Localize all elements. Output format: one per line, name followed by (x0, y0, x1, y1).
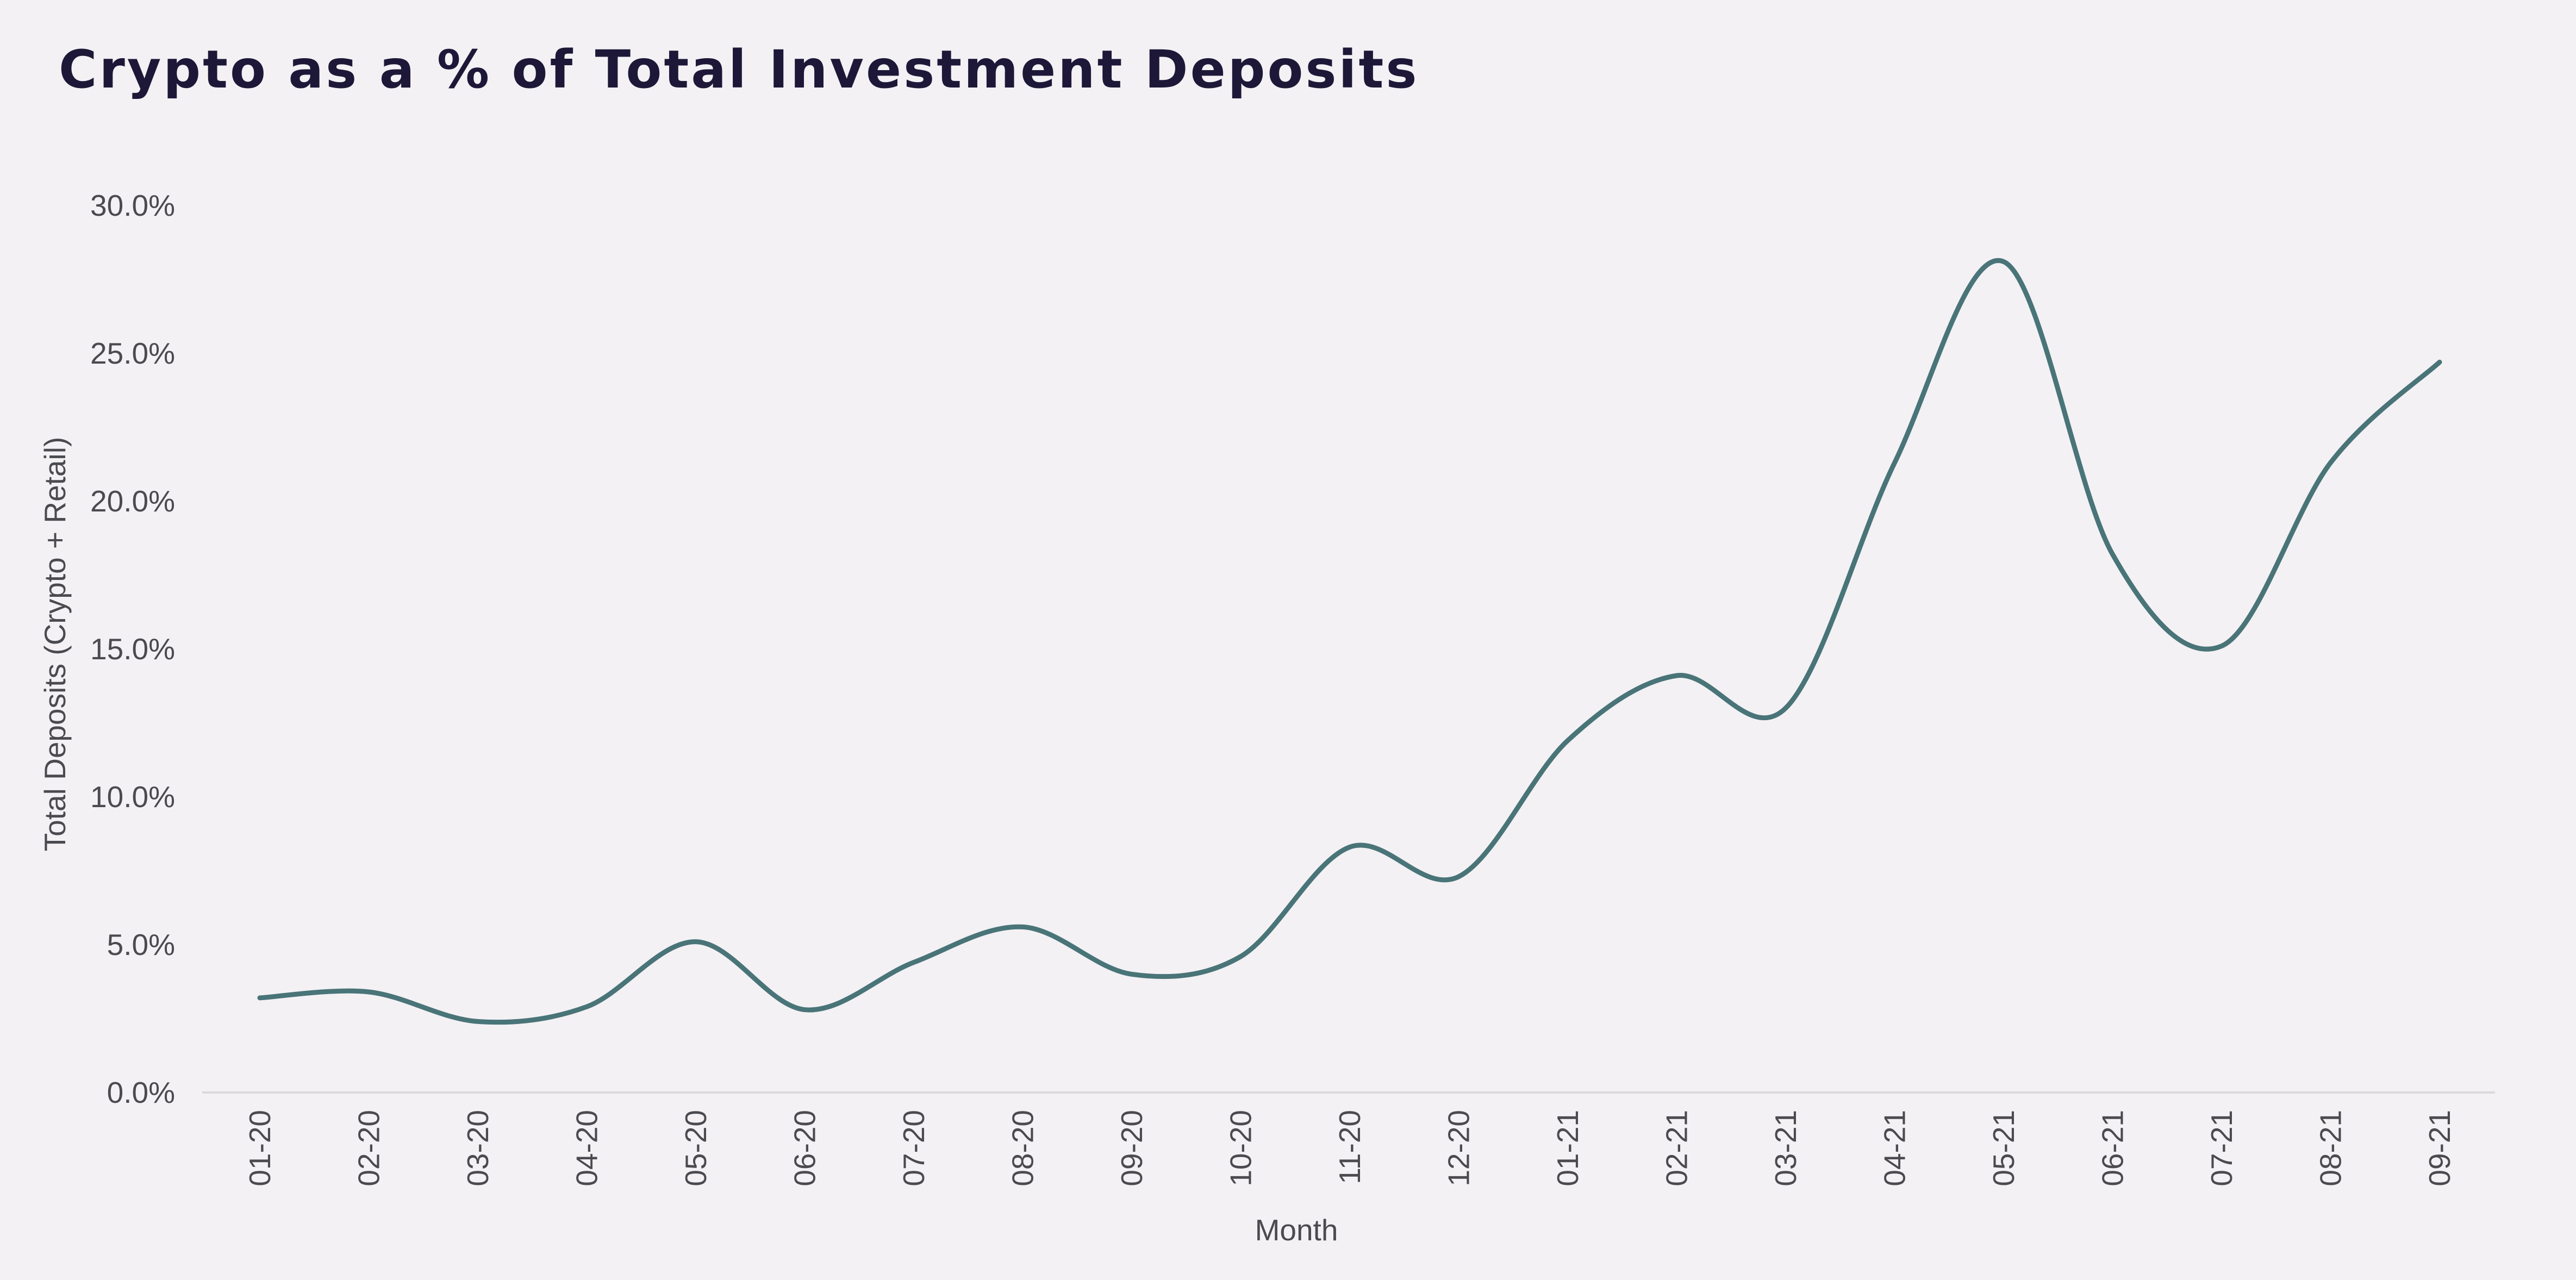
x-tick-label: 12-20 (1442, 1110, 1476, 1187)
x-tick-label: 05-21 (1987, 1110, 2020, 1187)
x-tick-label: 08-20 (1006, 1110, 1040, 1187)
y-tick-label: 5.0% (107, 928, 175, 961)
x-tick-label: 06-20 (788, 1110, 822, 1187)
x-tick-label: 09-21 (2423, 1110, 2456, 1187)
x-axis-ticks: 01-20 02-20 03-20 04-20 05-20 06-20 07-20 08-20… (243, 1110, 2456, 1187)
y-tick-label: 15.0% (90, 632, 175, 666)
chart-title: Crypto as a % of Total Investment Deposi… (59, 39, 1419, 100)
x-tick-label: 02-20 (352, 1110, 386, 1187)
y-tick-label: 20.0% (90, 484, 175, 518)
y-tick-label: 10.0% (90, 780, 175, 814)
y-tick-label: 30.0% (90, 189, 175, 222)
x-tick-label: 10-20 (1224, 1110, 1258, 1187)
y-tick-label: 0.0% (107, 1076, 175, 1109)
y-axis-title: Total Deposits (Crypto + Retail) (38, 437, 72, 852)
x-tick-label: 01-20 (243, 1110, 277, 1187)
x-tick-label: 11-20 (1333, 1110, 1367, 1184)
x-tick-label: 04-20 (570, 1110, 604, 1187)
x-tick-label: 03-21 (1769, 1110, 1802, 1187)
x-tick-label: 08-21 (2314, 1110, 2348, 1187)
x-tick-label: 03-20 (461, 1110, 495, 1187)
x-tick-label: 01-21 (1551, 1110, 1585, 1187)
x-tick-label: 04-21 (1878, 1110, 1912, 1187)
x-tick-label: 05-20 (679, 1110, 713, 1187)
x-axis-title: Month (1255, 1213, 1338, 1247)
x-tick-label: 07-21 (2205, 1110, 2238, 1187)
y-tick-label: 25.0% (90, 336, 175, 370)
x-tick-label: 06-21 (2096, 1110, 2130, 1187)
x-tick-label: 02-21 (1660, 1110, 1694, 1187)
y-axis-ticks: 0.0% 5.0% 10.0% 15.0% 20.0% 25.0% 30.0% (90, 189, 175, 1109)
x-tick-label: 09-20 (1115, 1110, 1149, 1187)
series-line (257, 258, 2442, 1025)
x-tick-label: 07-20 (897, 1110, 931, 1187)
